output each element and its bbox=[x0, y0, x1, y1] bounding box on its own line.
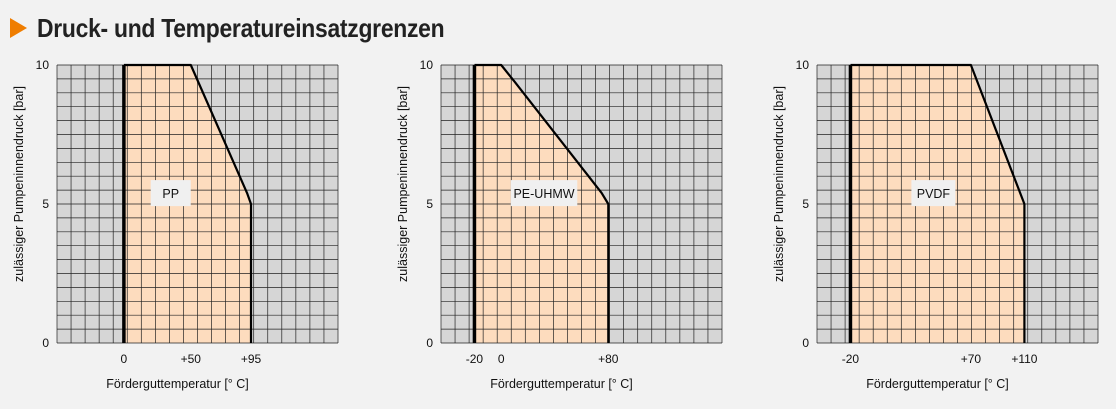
x-tick-label: 0 bbox=[498, 352, 505, 366]
chart-pe-uhmw: PE-UHMW 0 5 10 -20 0 +80 Fördergut­temperatur [… bbox=[396, 58, 723, 391]
chart-pp: PP 0 5 10 0 +50 +95 Fördergut­temperatur [° C] z… bbox=[12, 58, 339, 391]
x-tick-label: +80 bbox=[598, 352, 619, 366]
series-label: PE-UHMW bbox=[513, 187, 574, 201]
y-tick-label: 10 bbox=[36, 58, 50, 72]
limit-curve bbox=[123, 63, 253, 343]
y-tick-label: 0 bbox=[426, 336, 433, 350]
x-tick-label: +50 bbox=[181, 352, 202, 366]
x-tick-label: 0 bbox=[121, 352, 128, 366]
y-tick-label: 5 bbox=[802, 197, 809, 211]
x-tick-label: +95 bbox=[241, 352, 262, 366]
arrow-icon bbox=[10, 18, 27, 38]
y-tick-label: 0 bbox=[42, 336, 49, 350]
y-tick-label: 0 bbox=[802, 336, 809, 350]
y-tick-label: 10 bbox=[420, 58, 434, 72]
x-axis-label: Fördergut­temperatur [° C] bbox=[490, 377, 633, 391]
series-label-box bbox=[911, 180, 956, 207]
y-axis-label: zulässiger Pumpeninnendruck [bar] bbox=[12, 86, 26, 282]
y-tick-label: 5 bbox=[426, 197, 433, 211]
series-label-box bbox=[510, 180, 578, 207]
page-header: Druck- und Temperatureinsatzgrenzen bbox=[10, 8, 500, 48]
series-label: PP bbox=[162, 187, 179, 201]
x-tick-label: +70 bbox=[961, 352, 982, 366]
series-label: PVDF bbox=[917, 187, 951, 201]
x-axis-label: Fördergut­temperatur [° C] bbox=[866, 377, 1009, 391]
series-label-box bbox=[150, 180, 191, 207]
x-axis-label: Fördergut­temperatur [° C] bbox=[106, 377, 249, 391]
grid bbox=[440, 64, 723, 344]
y-axis-label: zulässiger Pumpeninnendruck [bar] bbox=[396, 86, 410, 282]
x-tick-label: +110 bbox=[1011, 352, 1037, 366]
grid bbox=[816, 64, 1099, 344]
x-tick-label: -20 bbox=[842, 352, 860, 366]
y-tick-label: 10 bbox=[796, 58, 810, 72]
grid bbox=[56, 64, 339, 344]
y-axis-label: zulässiger Pumpeninnendruck [bar] bbox=[772, 86, 786, 282]
limit-curve bbox=[850, 63, 1026, 343]
y-tick-label: 5 bbox=[42, 197, 49, 211]
limit-curve bbox=[474, 63, 610, 343]
page-title: Druck- und Temperatureinsatzgrenzen bbox=[37, 12, 445, 43]
x-tick-label: -20 bbox=[466, 352, 484, 366]
